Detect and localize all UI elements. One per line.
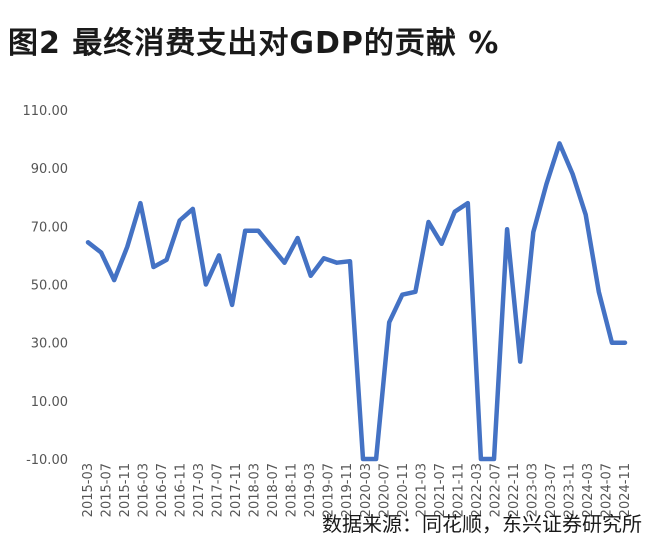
series-line [85, 141, 628, 462]
x-tick-label: 2016-07 [155, 463, 170, 517]
x-tick-label: 2017-03 [192, 463, 207, 517]
chart-title: 图2 最终消费支出对GDP的贡献 % [8, 26, 500, 61]
y-axis: 110.00 90.00 70.00 50.00 30.00 10.00 -10.00 [23, 104, 69, 468]
series-group [85, 141, 628, 462]
y-tick-label: 70.00 [31, 220, 68, 235]
x-tick-label: 2021-11 [451, 463, 466, 517]
y-tick-label: 30.00 [31, 337, 68, 352]
x-tick-label: 2024-07 [599, 463, 614, 517]
x-tick-label: 2023-11 [562, 463, 577, 517]
x-tick-label: 2022-11 [507, 463, 522, 517]
x-tick-label: 2019-07 [322, 463, 337, 517]
y-tick-label: 50.00 [31, 279, 68, 294]
x-tick-label: 2023-07 [544, 463, 559, 517]
x-tick-label: 2015-11 [118, 463, 133, 517]
x-axis: 2015-03 2015-07 2015-11 2016-03 2016-07 2016-… [81, 463, 633, 517]
x-tick-label: 2015-07 [100, 463, 115, 517]
x-tick-label: 2024-03 [581, 463, 596, 517]
x-tick-label: 2017-07 [211, 463, 226, 517]
x-tick-label: 2016-03 [137, 463, 152, 517]
x-tick-label: 2020-11 [396, 463, 411, 517]
x-tick-label: 2018-07 [266, 463, 281, 517]
y-tick-label: -10.00 [26, 453, 68, 468]
source-note: 数据来源：同花顺，东兴证券研究所 [322, 512, 642, 536]
x-tick-label: 2018-03 [248, 463, 263, 517]
x-tick-label: 2021-07 [433, 463, 448, 517]
x-tick-label: 2019-03 [303, 463, 318, 517]
x-tick-label: 2022-03 [470, 463, 485, 517]
x-tick-label: 2016-11 [174, 463, 189, 517]
x-tick-label: 2023-03 [525, 463, 540, 517]
x-tick-label: 2021-03 [414, 463, 429, 517]
x-tick-label: 2017-11 [229, 463, 244, 517]
x-tick-label: 2018-11 [285, 463, 300, 517]
x-tick-label: 2020-07 [377, 463, 392, 517]
x-tick-label: 2019-11 [340, 463, 355, 517]
x-tick-label: 2015-03 [81, 463, 96, 517]
y-tick-label: 110.00 [23, 104, 69, 119]
x-tick-label: 2020-03 [359, 463, 374, 517]
y-tick-label: 90.00 [31, 162, 68, 177]
x-tick-label: 2022-07 [488, 463, 503, 517]
x-tick-label: 2024-11 [618, 463, 633, 517]
y-tick-label: 10.00 [31, 395, 68, 410]
